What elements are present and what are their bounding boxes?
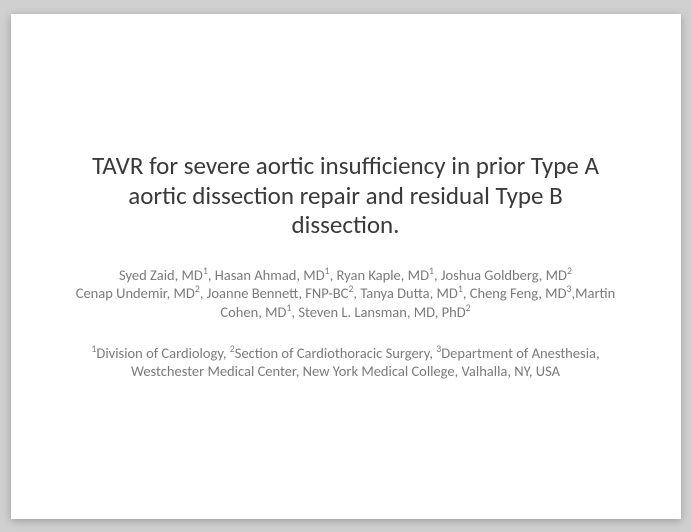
author: Tanya Dutta, MD1, <box>360 284 469 302</box>
author-trail: , <box>434 266 441 284</box>
author: Cheng Feng, MD3, <box>470 284 575 302</box>
affil-text: Section of Cardiothoracic Surgery <box>235 344 430 362</box>
author: Hasan Ahmad, MD1, <box>215 266 337 284</box>
author-name: Syed Zaid, MD <box>119 266 203 284</box>
author-name: Cheng Feng, MD <box>470 284 567 302</box>
author-name: Hasan Ahmad, MD <box>215 266 325 284</box>
author-trail: , <box>463 284 470 302</box>
author-sup: 2 <box>567 265 572 277</box>
author-sup: 2 <box>466 302 471 314</box>
author: Steven L. Lansman, MD, PhD2 <box>298 303 470 321</box>
slide-title: TAVR for severe aortic insufficiency in … <box>92 151 599 240</box>
author-name: Cenap Undemir, MD <box>76 284 195 302</box>
title-line-3: dissection. <box>292 209 400 240</box>
author-trail: , <box>330 266 337 284</box>
author: Syed Zaid, MD1, <box>119 266 215 284</box>
affil-text: Division of Cardiology <box>96 344 222 362</box>
author-name: Steven L. Lansman, MD, PhD <box>298 303 465 321</box>
presentation-slide: TAVR for severe aortic insufficiency in … <box>11 14 681 519</box>
title-line-2: aortic dissection repair and residual Ty… <box>128 180 562 211</box>
affiliation: 1Division of Cardiology, <box>91 344 229 362</box>
author-trail: , <box>200 284 207 302</box>
author: Ryan Kaple, MD1, <box>337 266 441 284</box>
author-name: Ryan Kaple, MD <box>337 266 429 284</box>
author-name: Tanya Dutta, MD <box>360 284 458 302</box>
author-name: Joshua Goldberg, MD <box>441 266 567 284</box>
affiliation: 2Section of Cardiothoracic Surgery, <box>230 344 436 362</box>
affil-trail: , <box>223 344 230 362</box>
authors-block: Syed Zaid, MD1, Hasan Ahmad, MD1, Ryan K… <box>63 266 629 322</box>
author: Joshua Goldberg, MD2 <box>441 266 572 284</box>
author: Cenap Undemir, MD2, <box>76 284 207 302</box>
author-name: Joanne Bennett, FNP-BC <box>207 284 349 302</box>
author: Joanne Bennett, FNP-BC2, <box>207 284 361 302</box>
affiliations-block: 1Division of Cardiology, 2Section of Car… <box>63 344 629 381</box>
slide-viewport: TAVR for severe aortic insufficiency in … <box>0 0 691 532</box>
author-trail: , <box>208 266 215 284</box>
title-line-1: TAVR for severe aortic insufficiency in … <box>92 150 599 181</box>
